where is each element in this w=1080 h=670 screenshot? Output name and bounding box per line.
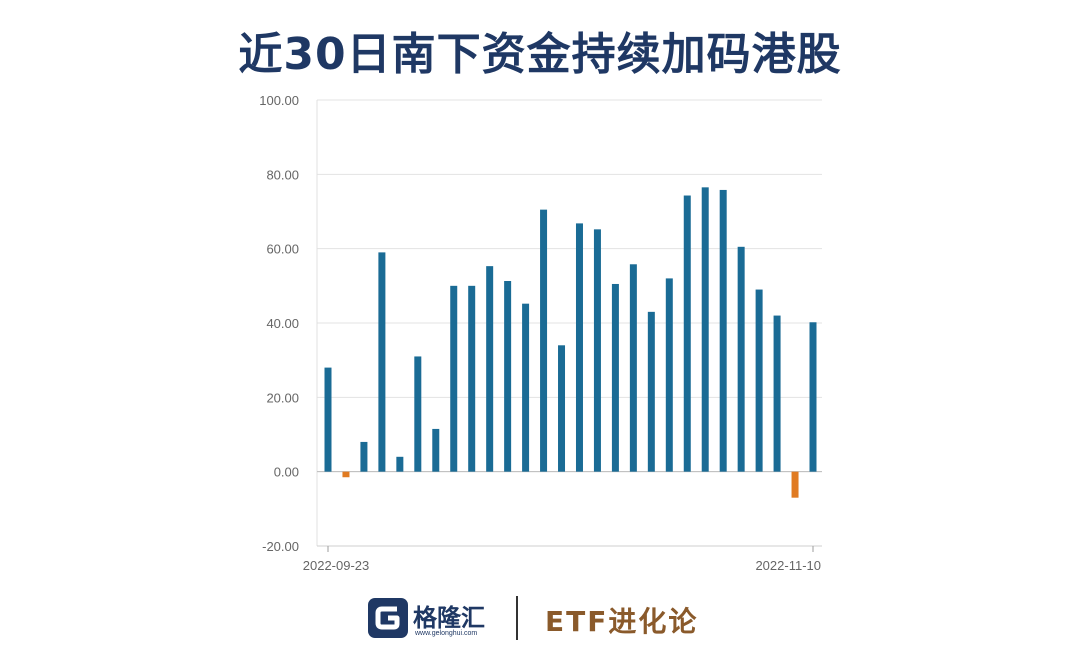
bar	[486, 266, 494, 472]
y-tick-label: 40.00	[266, 316, 299, 331]
bars	[324, 187, 817, 498]
y-tick-label: 100.00	[259, 93, 299, 108]
brand-name: 格隆汇	[413, 604, 485, 632]
bar	[665, 278, 673, 472]
x-tick-label: 2022-11-10	[755, 558, 821, 573]
footer: 格隆汇 www.gelonghui.com ETF进化论	[0, 592, 1080, 652]
y-tick-label: -20.00	[262, 539, 299, 554]
bar	[558, 345, 566, 472]
bar	[719, 189, 727, 472]
bar	[737, 246, 745, 472]
bar	[809, 322, 817, 472]
bar	[647, 311, 655, 472]
chart-title: 近30日南下资金持续加码港股	[238, 29, 842, 80]
y-tick-label: 80.00	[266, 167, 299, 182]
bar	[432, 428, 440, 472]
bar	[593, 229, 601, 472]
axes	[316, 100, 822, 552]
bar	[540, 209, 548, 472]
bar	[575, 223, 583, 472]
bar	[396, 456, 404, 472]
footer-divider	[516, 596, 518, 640]
tick-labels: 100.00 80.00 60.00 40.00 20.00 0.00 -20.00 2022…	[259, 93, 821, 573]
bar	[504, 281, 512, 472]
x-tick-label: 2022-09-23	[303, 558, 370, 573]
bar	[701, 187, 709, 472]
bar	[522, 303, 530, 472]
bar	[755, 289, 763, 472]
bar	[342, 471, 350, 478]
bar	[360, 441, 368, 472]
bar	[450, 285, 458, 472]
gridlines	[317, 99, 822, 547]
bar	[683, 195, 691, 472]
y-tick-label: 0.00	[274, 465, 299, 480]
y-tick-label: 60.00	[266, 242, 299, 257]
gelonghui-logo-icon	[368, 598, 408, 638]
bar	[468, 285, 476, 472]
bar	[378, 252, 386, 472]
y-tick-label: 20.00	[266, 390, 299, 405]
bar	[773, 315, 781, 472]
bar	[611, 283, 619, 472]
bar-chart: 100.00 80.00 60.00 40.00 20.00 0.00 -20.00 2022…	[259, 93, 822, 573]
bar	[324, 367, 332, 472]
brand-url: www.gelonghui.com	[415, 630, 478, 637]
etf-brand-text: ETF进化论	[545, 605, 699, 638]
bar	[629, 264, 637, 472]
bar	[414, 356, 422, 472]
bar	[791, 471, 799, 498]
